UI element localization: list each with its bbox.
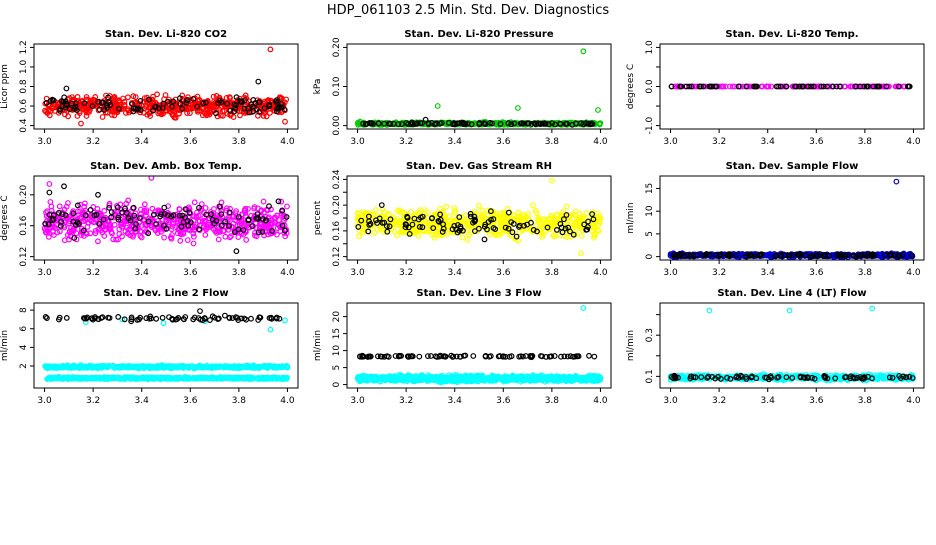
y-axis-label: degrees C <box>0 195 10 240</box>
y-tick-label: 0 <box>645 254 655 260</box>
x-tick-label: 3.0 <box>350 268 365 278</box>
y-tick-label: 0.0 <box>645 79 655 94</box>
y-tick-label: 0.20 <box>332 195 342 215</box>
x-tick-label: 3.8 <box>858 268 873 278</box>
y-tick-label: 0.20 <box>19 185 29 205</box>
x-tick-label: 4.0 <box>906 268 921 278</box>
points-layer <box>669 84 912 89</box>
x-tick-label: 3.0 <box>663 137 678 147</box>
y-axis-label: percent <box>313 200 323 235</box>
y-tick-label: -1.0 <box>645 117 655 135</box>
panel-title: Stan. Dev. Amb. Box Temp. <box>90 161 242 172</box>
series-2 <box>45 375 289 382</box>
y-axis-label: ml/min <box>626 202 636 233</box>
x-tick-label: 3.8 <box>858 137 873 147</box>
x-tick-label: 4.0 <box>280 137 295 147</box>
y-tick-label: 0.4 <box>19 118 29 133</box>
x-tick-label: 4.0 <box>593 268 608 278</box>
x-tick-label: 3.8 <box>232 137 247 147</box>
x-tick-label: 3.4 <box>761 268 776 278</box>
panel-title: Stan. Dev. Line 2 Flow <box>103 288 228 299</box>
x-tick-label: 3.0 <box>37 137 52 147</box>
x-tick-label: 3.0 <box>350 137 365 147</box>
x-tick-label: 3.6 <box>183 268 198 278</box>
x-tick-label: 3.2 <box>712 137 726 147</box>
y-tick-label: 2 <box>19 363 29 369</box>
y-tick-label: 15 <box>645 183 655 194</box>
y-tick-label: 0.16 <box>19 215 29 235</box>
x-tick-label: 3.0 <box>663 268 678 278</box>
y-axis-label: degrees C <box>626 64 636 109</box>
x-tick-label: 4.0 <box>280 268 295 278</box>
x-tick-label: 3.8 <box>545 268 560 278</box>
x-tick-label: 3.2 <box>86 396 100 406</box>
y-tick-label: 0.12 <box>19 247 29 267</box>
figure-title: HDP_061103 2.5 Min. Std. Dev. Diagnostic… <box>327 3 610 18</box>
panel-title: Stan. Dev. Li-820 Temp. <box>725 29 858 40</box>
y-tick-label: 0.20 <box>332 37 342 57</box>
y-tick-label: 1.0 <box>645 40 655 55</box>
y-axis-label: kPa <box>313 79 323 95</box>
x-tick-label: 3.8 <box>545 137 560 147</box>
y-axis-label: Licor ppm <box>0 64 10 109</box>
x-tick-label: 3.4 <box>761 137 776 147</box>
x-tick-label: 3.2 <box>399 137 413 147</box>
x-tick-label: 3.4 <box>448 137 463 147</box>
x-tick-label: 3.0 <box>37 268 52 278</box>
panel-title: Stan. Dev. Li-820 Pressure <box>404 29 554 40</box>
y-tick-label: 5 <box>645 231 655 237</box>
y-tick-label: 4 <box>19 344 29 350</box>
y-tick-label: 8 <box>19 307 29 313</box>
x-tick-label: 3.2 <box>86 137 100 147</box>
x-tick-label: 3.4 <box>135 396 150 406</box>
x-tick-label: 4.0 <box>280 396 295 406</box>
x-tick-label: 3.4 <box>448 268 463 278</box>
y-tick-label: 6 <box>19 326 29 332</box>
y-tick-label: 0.6 <box>19 99 29 114</box>
y-tick-label: 0.10 <box>332 76 342 96</box>
panel-title: Stan. Dev. Sample Flow <box>726 161 859 172</box>
y-axis-label: ml/min <box>313 330 323 361</box>
x-tick-label: 3.2 <box>399 268 413 278</box>
x-tick-label: 3.6 <box>809 268 824 278</box>
x-tick-label: 3.6 <box>183 137 198 147</box>
panel-title: Stan. Dev. Li-820 CO2 <box>105 29 227 40</box>
x-tick-label: 3.6 <box>496 268 511 278</box>
y-tick-label: 10 <box>645 205 655 217</box>
x-tick-label: 3.8 <box>232 268 247 278</box>
x-tick-label: 3.2 <box>86 268 100 278</box>
y-axis-label: ml/min <box>0 330 10 361</box>
x-tick-label: 4.0 <box>593 137 608 147</box>
x-tick-label: 3.6 <box>809 137 824 147</box>
x-tick-label: 3.4 <box>135 268 150 278</box>
x-tick-label: 3.6 <box>183 396 198 406</box>
x-tick-label: 3.8 <box>232 396 247 406</box>
x-tick-label: 3.4 <box>135 137 150 147</box>
panel-title: Stan. Dev. Line 3 Flow <box>416 288 541 299</box>
y-tick-label: 0.8 <box>19 79 29 94</box>
y-tick-label: 0.16 <box>332 221 342 241</box>
x-tick-label: 3.0 <box>37 396 52 406</box>
panel-title: Stan. Dev. Gas Stream RH <box>406 161 552 172</box>
x-tick-label: 3.6 <box>496 137 511 147</box>
x-tick-label: 3.2 <box>712 268 726 278</box>
y-tick-label: 0.24 <box>332 169 342 189</box>
y-tick-label: 1.0 <box>19 60 29 75</box>
y-tick-label: 1.2 <box>19 40 29 54</box>
x-tick-label: 4.0 <box>906 137 921 147</box>
y-tick-label: 0.12 <box>332 247 342 267</box>
y-tick-label: 0.00 <box>332 115 342 135</box>
